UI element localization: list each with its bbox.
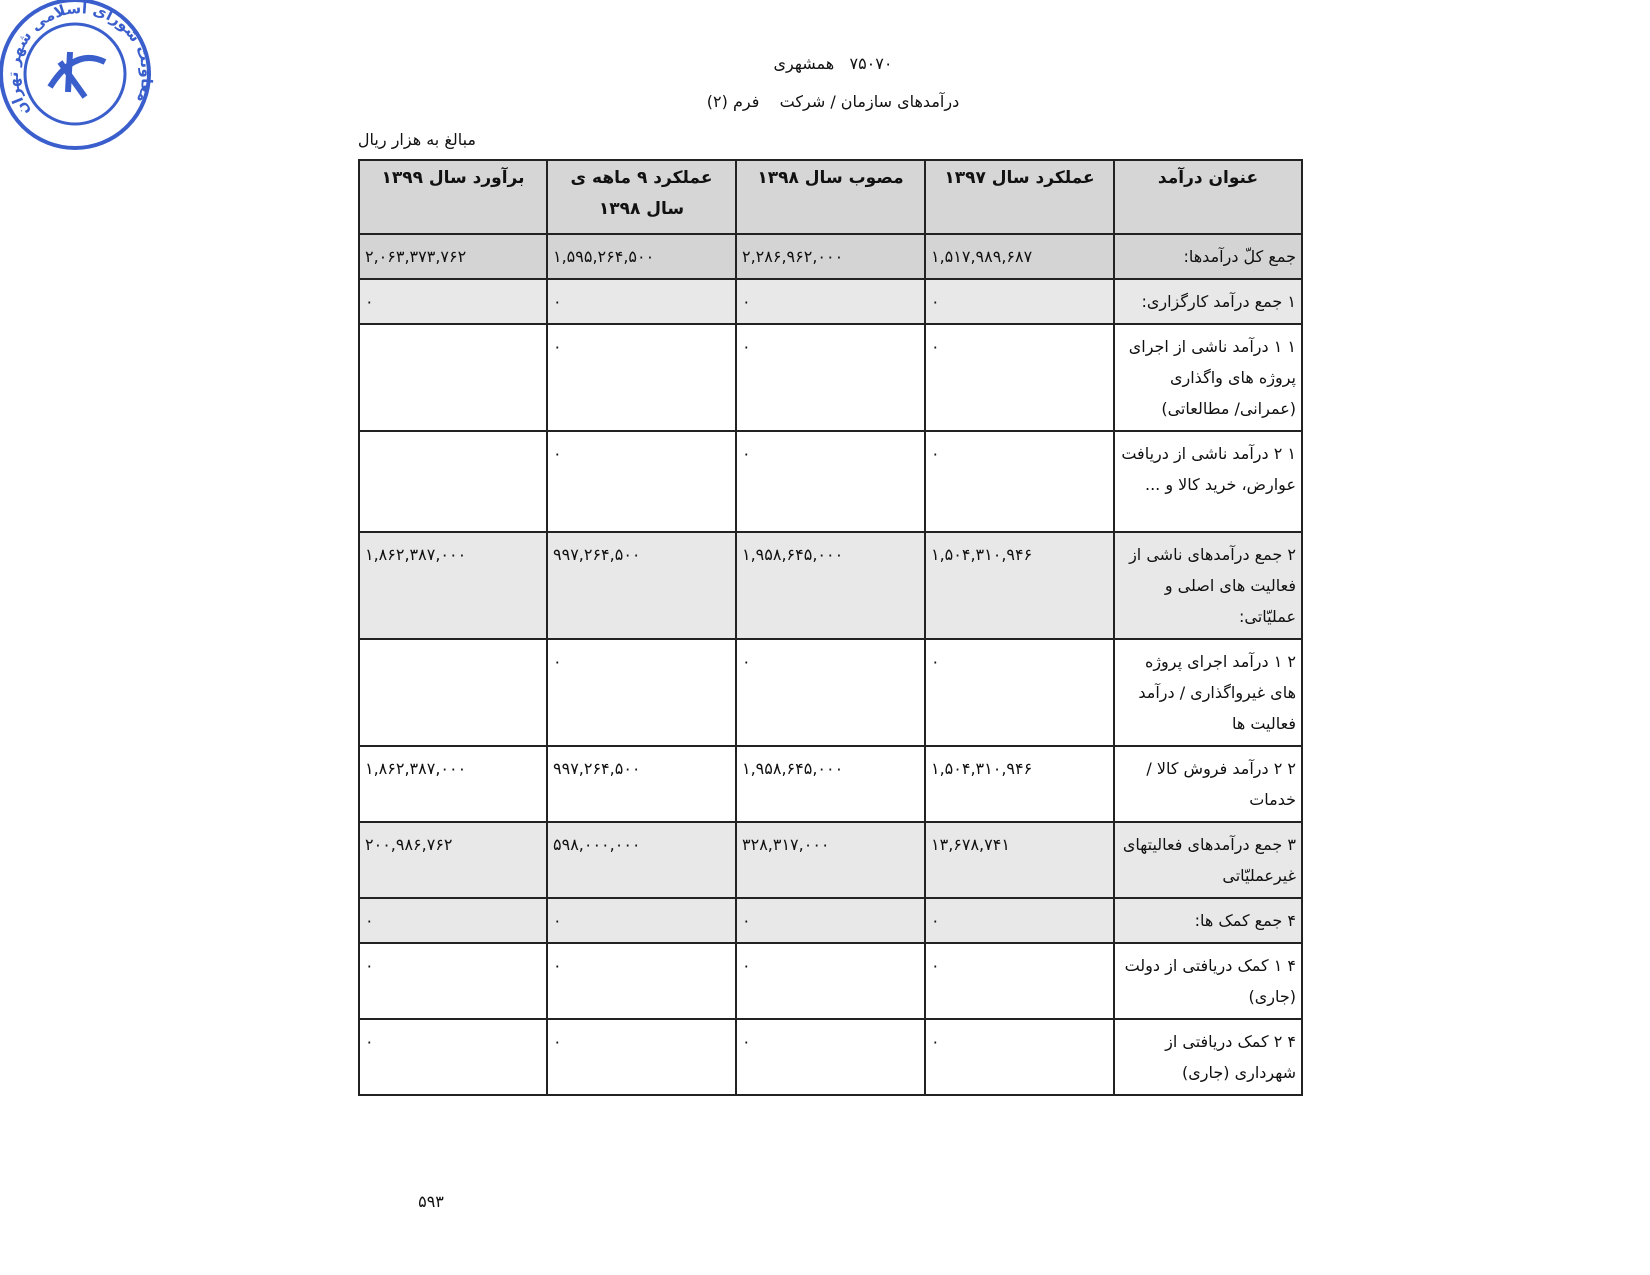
table-row: ۴ ۱ کمک دریافتی از دولت (جاری) ۰ ۰ ۰ ۰ bbox=[358, 942, 1303, 1020]
income-table: عنوان درآمد عملکرد سال ۱۳۹۷ مصوب سال ۱۳۹۸ ع… bbox=[358, 159, 1303, 1096]
column-header: مصوب سال ۱۳۹۸ bbox=[735, 159, 926, 235]
table-row: ۳ جمع درآمدهای فعالیتهای غیرعملیّاتی ۱۳,۶… bbox=[358, 821, 1303, 899]
amount-cell: ۲۰۰,۹۸۶,۷۶۲ bbox=[358, 821, 548, 899]
page-number: ۵۹۳ bbox=[418, 1192, 444, 1211]
amount-cell: ۰ bbox=[924, 323, 1115, 432]
amount-cell: ۰ bbox=[924, 942, 1115, 1020]
row-title: ۴ ۲ کمک دریافتی از شهرداری (جاری) bbox=[1113, 1018, 1303, 1096]
amount-cell: ۰ bbox=[924, 278, 1115, 325]
table-row: ۲ ۱ درآمد اجرای پروژه های غیرواگذاری / د… bbox=[358, 638, 1303, 747]
amount-cell: ۰ bbox=[358, 897, 548, 944]
table-row: ۱ ۱ درآمد ناشی از اجرای پروژه های واگذار… bbox=[358, 323, 1303, 432]
amount-cell: ۰ bbox=[546, 1018, 737, 1096]
column-header: عنوان درآمد bbox=[1113, 159, 1303, 235]
table-row: ۱ جمع درآمد کارگزاری: ۰ ۰ ۰ ۰ bbox=[358, 278, 1303, 325]
amount-cell: ۰ bbox=[358, 942, 548, 1020]
table-row: جمع کلّ درآمدها: ۱,۵۱۷,۹۸۹,۶۸۷ ۲,۲۸۶,۹۶۲,۰… bbox=[358, 233, 1303, 280]
amount-cell: ۰ bbox=[924, 638, 1115, 747]
amount-cell: ۰ bbox=[924, 430, 1115, 533]
amount-cell: ۰ bbox=[735, 1018, 926, 1096]
amount-cell: ۰ bbox=[735, 278, 926, 325]
table-row: ۲ جمع درآمدهای ناشی از فعالیت های اصلی و… bbox=[358, 531, 1303, 640]
amount-cell: ۰ bbox=[735, 323, 926, 432]
doc-subtitle: درآمدهای سازمان / شرکت فرم (۲) bbox=[706, 92, 960, 111]
amount-cell bbox=[358, 430, 548, 533]
amount-cell: ۰ bbox=[735, 638, 926, 747]
amount-cell: ۰ bbox=[546, 278, 737, 325]
row-title: ۱ جمع درآمد کارگزاری: bbox=[1113, 278, 1303, 325]
column-header: عملکرد سال ۱۳۹۷ bbox=[924, 159, 1115, 235]
row-title: ۲ جمع درآمدهای ناشی از فعالیت های اصلی و… bbox=[1113, 531, 1303, 640]
amount-cell: ۰ bbox=[546, 897, 737, 944]
amount-cell: ۰ bbox=[358, 278, 548, 325]
row-title: ۴ جمع کمک ها: bbox=[1113, 897, 1303, 944]
stamp: معاونت شورای اسلامی شهر تهران bbox=[0, 0, 156, 150]
header-row: عنوان درآمد عملکرد سال ۱۳۹۷ مصوب سال ۱۳۹۸ ع… bbox=[358, 159, 1303, 235]
amount-cell: ۵۹۸,۰۰۰,۰۰۰ bbox=[546, 821, 737, 899]
amount-cell: ۱,۸۶۲,۳۸۷,۰۰۰ bbox=[358, 745, 548, 823]
column-header: برآورد سال ۱۳۹۹ bbox=[358, 159, 548, 235]
amount-cell: ۱,۸۶۲,۳۸۷,۰۰۰ bbox=[358, 531, 548, 640]
amount-cell: ۰ bbox=[735, 897, 926, 944]
amount-cell: ۹۹۷,۲۶۴,۵۰۰ bbox=[546, 745, 737, 823]
row-title: ۲ ۲ درآمد فروش کالا / خدمات bbox=[1113, 745, 1303, 823]
amount-cell: ۰ bbox=[546, 430, 737, 533]
amount-cell: ۱,۵۰۴,۳۱۰,۹۴۶ bbox=[924, 745, 1115, 823]
amount-cell: ۱,۵۰۴,۳۱۰,۹۴۶ bbox=[924, 531, 1115, 640]
unit-note: مبالغ به هزار ریال bbox=[357, 130, 476, 149]
table-row: ۲ ۲ درآمد فروش کالا / خدمات ۱,۵۰۴,۳۱۰,۹۴۶… bbox=[358, 745, 1303, 823]
row-title: ۱ ۱ درآمد ناشی از اجرای پروژه های واگذار… bbox=[1113, 323, 1303, 432]
amount-cell: ۲,۰۶۳,۳۷۳,۷۶۲ bbox=[358, 233, 548, 280]
amount-cell: ۳۲۸,۳۱۷,۰۰۰ bbox=[735, 821, 926, 899]
amount-cell: ۰ bbox=[735, 430, 926, 533]
amount-cell: ۱,۹۵۸,۶۴۵,۰۰۰ bbox=[735, 745, 926, 823]
row-title: ۲ ۱ درآمد اجرای پروژه های غیرواگذاری / د… bbox=[1113, 638, 1303, 747]
amount-cell: ۰ bbox=[546, 323, 737, 432]
amount-cell: ۱,۹۵۸,۶۴۵,۰۰۰ bbox=[735, 531, 926, 640]
amount-cell: ۹۹۷,۲۶۴,۵۰۰ bbox=[546, 531, 737, 640]
row-title: جمع کلّ درآمدها: bbox=[1113, 233, 1303, 280]
doc-title: ۷۵۰۷۰ همشهری bbox=[773, 54, 893, 73]
amount-cell: ۰ bbox=[924, 897, 1115, 944]
table-row: ۱ ۲ درآمد ناشی از دریافت عوارض، خرید کال… bbox=[358, 430, 1303, 533]
amount-cell: ۰ bbox=[358, 1018, 548, 1096]
amount-cell bbox=[358, 323, 548, 432]
table-row: ۴ جمع کمک ها: ۰ ۰ ۰ ۰ bbox=[358, 897, 1303, 944]
row-title: ۴ ۱ کمک دریافتی از دولت (جاری) bbox=[1113, 942, 1303, 1020]
row-title: ۳ جمع درآمدهای فعالیتهای غیرعملیّاتی bbox=[1113, 821, 1303, 899]
amount-cell: ۰ bbox=[546, 638, 737, 747]
amount-cell bbox=[358, 638, 548, 747]
amount-cell: ۲,۲۸۶,۹۶۲,۰۰۰ bbox=[735, 233, 926, 280]
amount-cell: ۰ bbox=[546, 942, 737, 1020]
table-row: ۴ ۲ کمک دریافتی از شهرداری (جاری) ۰ ۰ ۰ ۰ bbox=[358, 1018, 1303, 1096]
row-title: ۱ ۲ درآمد ناشی از دریافت عوارض، خرید کال… bbox=[1113, 430, 1303, 533]
amount-cell: ۰ bbox=[924, 1018, 1115, 1096]
amount-cell: ۱,۵۹۵,۲۶۴,۵۰۰ bbox=[546, 233, 737, 280]
amount-cell: ۱۳,۶۷۸,۷۴۱ bbox=[924, 821, 1115, 899]
column-header: عملکرد ۹ ماهه ی سال ۱۳۹۸ bbox=[546, 159, 737, 235]
amount-cell: ۱,۵۱۷,۹۸۹,۶۸۷ bbox=[924, 233, 1115, 280]
amount-cell: ۰ bbox=[735, 942, 926, 1020]
